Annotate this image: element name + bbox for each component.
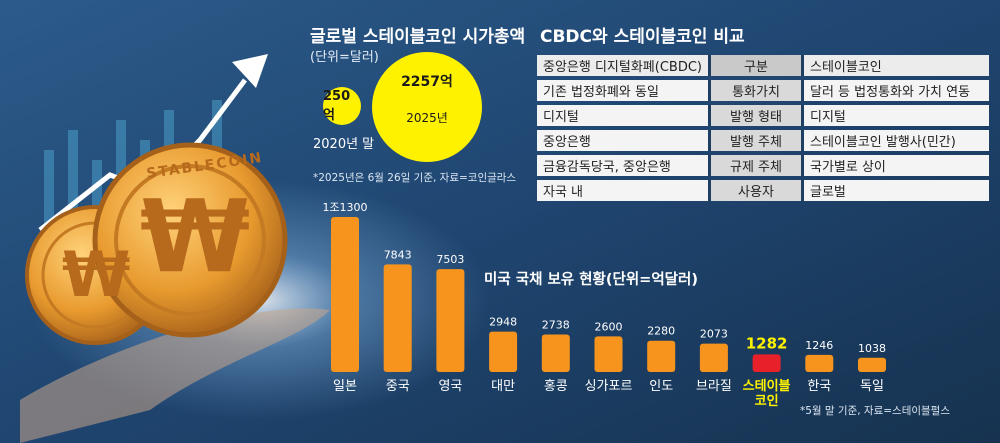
comparison-cell-stablecoin: 글로벌	[804, 180, 989, 201]
bar-category-label-10: 독일	[860, 379, 884, 394]
comparison-header-category: 구분	[711, 55, 804, 76]
comparison-header-cbdc: 중앙은행 디지털화폐(CBDC)	[537, 55, 711, 76]
bar-value-label-9: 1246	[805, 339, 833, 352]
coin-symbol-small: ₩	[62, 238, 131, 311]
bar-value-label-4: 2738	[542, 318, 570, 331]
comparison-cell-stablecoin: 달러 등 법정통화와 가치 연동	[804, 80, 989, 101]
bar-value-label-3: 2948	[489, 316, 517, 329]
comparison-title: CBDC와 스테이블코인 비교	[540, 27, 745, 47]
bar-0	[331, 217, 359, 372]
market-cap-note: *2025년은 6월 26일 기준, 자료=코인글라스	[313, 172, 517, 184]
bar-category-label-1: 중국	[386, 379, 410, 394]
comparison-cell-category: 통화가치	[711, 80, 804, 101]
bar-1	[383, 264, 412, 372]
bar-6	[647, 340, 676, 372]
market-cap-unit: (단위=달러)	[310, 50, 379, 65]
comparison-cell-category: 발행 주체	[711, 130, 804, 151]
bubble-2025-year: 2025년	[406, 110, 448, 125]
comparison-row: 중앙은행 발행 주체 스테이블코인 발행사(민간)	[537, 130, 989, 151]
bubble-2025: 2257억 2025년	[372, 52, 482, 162]
comparison-row: 자국 내 사용자 글로벌	[537, 180, 989, 201]
comparison-cell-stablecoin: 스테이블코인 발행사(민간)	[804, 130, 989, 151]
comparison-cell-cbdc: 기존 법정화폐와 동일	[537, 80, 711, 101]
comparison-header-row: 중앙은행 디지털화폐(CBDC) 구분 스테이블코인	[537, 55, 989, 76]
bar-2	[436, 269, 465, 372]
bar-category-label-9: 한국	[807, 379, 831, 394]
bar-category-label-5: 싱가포르	[585, 379, 633, 394]
chart-note: *5월 말 기준, 자료=스테이블펄스	[800, 405, 950, 417]
bubble-2025-value: 2257억	[401, 73, 453, 90]
comparison-cell-cbdc: 자국 내	[537, 180, 711, 201]
bar-10	[858, 357, 886, 372]
bar-value-label-6: 2280	[647, 325, 675, 338]
comparison-row: 기존 법정화폐와 동일 통화가치 달러 등 법정통화와 가치 연동	[537, 80, 989, 101]
bar-value-label-8: 1282	[746, 334, 788, 352]
bar-category-label-3: 대만	[491, 379, 515, 394]
market-cap-title: 글로벌 스테이블코인 시가총액	[310, 27, 526, 47]
bar-category-label-8: 코인	[755, 393, 779, 409]
bar-7	[699, 343, 728, 372]
bar-3	[489, 331, 518, 372]
comparison-cell-cbdc: 디지털	[537, 105, 711, 126]
comparison-cell-stablecoin: 국가별로 상이	[804, 155, 989, 176]
bubble-2020-year: 2020년 말	[313, 137, 375, 152]
bar-value-label-2: 7503	[436, 253, 464, 266]
comparison-row: 금융감독당국, 중앙은행 규제 주체 국가별로 상이	[537, 155, 989, 176]
comparison-cell-category: 발행 형태	[711, 105, 804, 126]
bar-8	[752, 354, 781, 372]
bar-value-label-5: 2600	[595, 320, 623, 333]
bar-5	[594, 336, 623, 372]
coin-front	[92, 142, 288, 338]
bar-category-label-8: 스테이블	[743, 378, 791, 394]
bar-9	[805, 354, 834, 372]
comparison-cell-stablecoin: 디지털	[804, 105, 989, 126]
bar-category-label-2: 영국	[438, 379, 462, 394]
comparison-header-stablecoin: 스테이블코인	[804, 55, 989, 76]
comparison-cell-cbdc: 중앙은행	[537, 130, 711, 151]
bar-value-label-10: 1038	[858, 342, 886, 355]
coin-symbol: ₩	[140, 178, 251, 295]
bar-4	[541, 334, 570, 372]
comparison-cell-category: 규제 주체	[711, 155, 804, 176]
bar-value-label-0: 1조1300	[322, 201, 367, 214]
chart-title: 미국 국채 보유 현황(단위=억달러)	[484, 272, 698, 288]
bar-category-label-4: 홍콩	[544, 379, 568, 394]
comparison-row: 디지털 발행 형태 디지털	[537, 105, 989, 126]
comparison-cell-cbdc: 금융감독당국, 중앙은행	[537, 155, 711, 176]
bubble-2020-value: 250억	[323, 89, 351, 123]
comparison-table: 중앙은행 디지털화폐(CBDC) 구분 스테이블코인 기존 법정화폐와 동일 통…	[537, 51, 989, 205]
bar-value-label-7: 2073	[700, 328, 728, 341]
bar-category-label-0: 일본	[333, 379, 357, 394]
bubble-2020: 250억	[323, 87, 361, 125]
comparison-cell-category: 사용자	[711, 180, 804, 201]
bar-category-label-7: 브라질	[696, 379, 732, 394]
bar-category-label-6: 인도	[649, 379, 673, 394]
bar-value-label-1: 7843	[384, 248, 412, 261]
